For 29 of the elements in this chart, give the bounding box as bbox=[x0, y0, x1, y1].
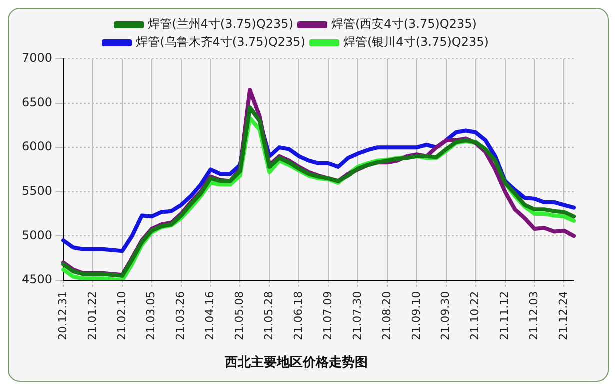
x-tick-label: 21.10.22 bbox=[468, 291, 482, 340]
legend-label: 焊管(西安4寸(3.75)Q235) bbox=[332, 17, 477, 32]
y-tick-label: 7000 bbox=[22, 51, 53, 66]
x-tick-label: 21.09.10 bbox=[410, 291, 423, 340]
x-tick-label: 21.02.10 bbox=[115, 291, 128, 340]
x-tick-label: 21.05.28 bbox=[262, 291, 276, 340]
y-tick-label: 5000 bbox=[22, 228, 53, 242]
x-tick-label: 21.03.26 bbox=[174, 291, 188, 340]
legend-label: 焊管(乌鲁木齐4寸(3.75)Q235) bbox=[136, 35, 306, 50]
x-tick-label: 21.04.16 bbox=[204, 291, 217, 340]
y-tick-label: 6500 bbox=[22, 95, 53, 110]
y-tick-label: 6000 bbox=[22, 140, 53, 154]
x-tick-label: 21.01.22 bbox=[86, 291, 99, 340]
x-tick-label: 21.11.12 bbox=[498, 291, 512, 340]
x-tick-label: 21.07.30 bbox=[350, 291, 364, 340]
x-tick-label: 20.12.31 bbox=[56, 291, 70, 340]
x-tick-label: 21.09.30 bbox=[439, 291, 452, 340]
x-tick-label: 21.06.18 bbox=[292, 291, 305, 340]
x-tick-label: 21.03.05 bbox=[144, 291, 158, 340]
y-tick-label: 4500 bbox=[22, 272, 53, 287]
text: 西北主要地区价格走势图 bbox=[224, 354, 368, 371]
y-tick-label: 5500 bbox=[22, 184, 53, 198]
x-tick-label: 21.12.03 bbox=[528, 291, 541, 340]
legend-label: 焊管(兰州4寸(3.75)Q235) bbox=[148, 17, 294, 32]
x-tick-label: 21.07.09 bbox=[321, 291, 334, 340]
x-tick-label: 21.08.20 bbox=[380, 291, 394, 340]
x-tick-label: 21.05.08 bbox=[233, 291, 246, 340]
x-tick-label: 21.12.24 bbox=[557, 291, 570, 340]
legend-label: 焊管(银川4寸(3.75)Q235) bbox=[344, 35, 489, 50]
